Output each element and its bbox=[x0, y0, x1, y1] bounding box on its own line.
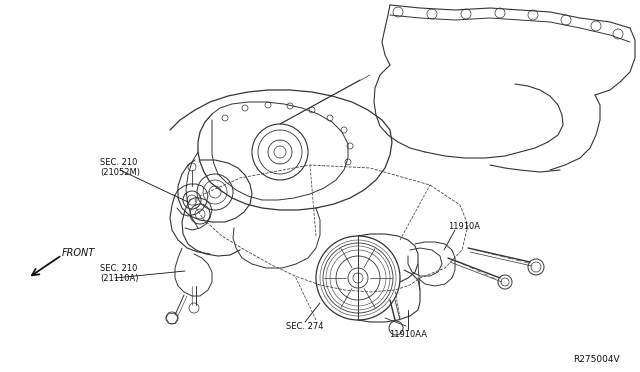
Text: SEC. 210
(21052M): SEC. 210 (21052M) bbox=[100, 158, 140, 177]
Text: 11910AA: 11910AA bbox=[389, 330, 427, 339]
Text: 11910A: 11910A bbox=[448, 222, 480, 231]
Text: SEC. 210
(21110A): SEC. 210 (21110A) bbox=[100, 264, 138, 283]
Text: SEC. 274: SEC. 274 bbox=[286, 322, 324, 331]
Text: FRONT: FRONT bbox=[62, 248, 95, 258]
Text: R275004V: R275004V bbox=[573, 355, 620, 364]
